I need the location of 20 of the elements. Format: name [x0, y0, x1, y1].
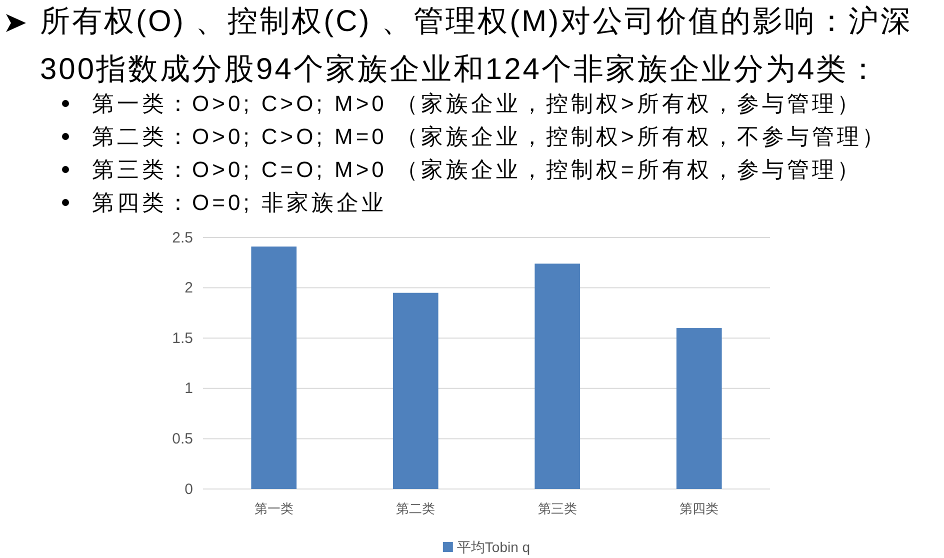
bar	[251, 246, 297, 489]
y-tick-label: 1	[184, 380, 193, 398]
text: 第一类：O>0; C>O; M>0 （家族企业，控制权>所有权，参与管理）	[92, 91, 862, 116]
text: 第二类：O>0; C>O; M=0 （家族企业，控制权>所有权，不参与管理）	[92, 124, 887, 149]
bar	[676, 328, 722, 489]
x-tick-label: 第三类	[538, 501, 577, 516]
legend-label: 平均Tobin q	[456, 539, 530, 555]
x-tick-label: 第二类	[396, 501, 436, 516]
x-tick-label: 第一类	[254, 501, 294, 516]
y-tick-label: 0	[184, 480, 193, 498]
x-tick-label: 第四类	[680, 501, 719, 516]
y-tick-label: 1.5	[172, 330, 193, 347]
y-tick-label: 0.5	[172, 430, 193, 448]
y-tick-label: 2	[184, 280, 193, 297]
text: 第三类：O>0; C=O; M>0 （家族企业，控制权=所有权，参与管理）	[92, 157, 862, 182]
y-tick-label: 2.5	[172, 229, 193, 246]
bar	[392, 292, 438, 489]
bar	[534, 264, 580, 489]
chart-title: 所有权(O) 、控制权(C) 、管理权(M)对公司价值的影响：沪深300指数成分股94个家族企业和124个非家族企业分为4类：	[40, 5, 913, 86]
text: 第四类：O=0; 非家族企业	[92, 190, 386, 215]
